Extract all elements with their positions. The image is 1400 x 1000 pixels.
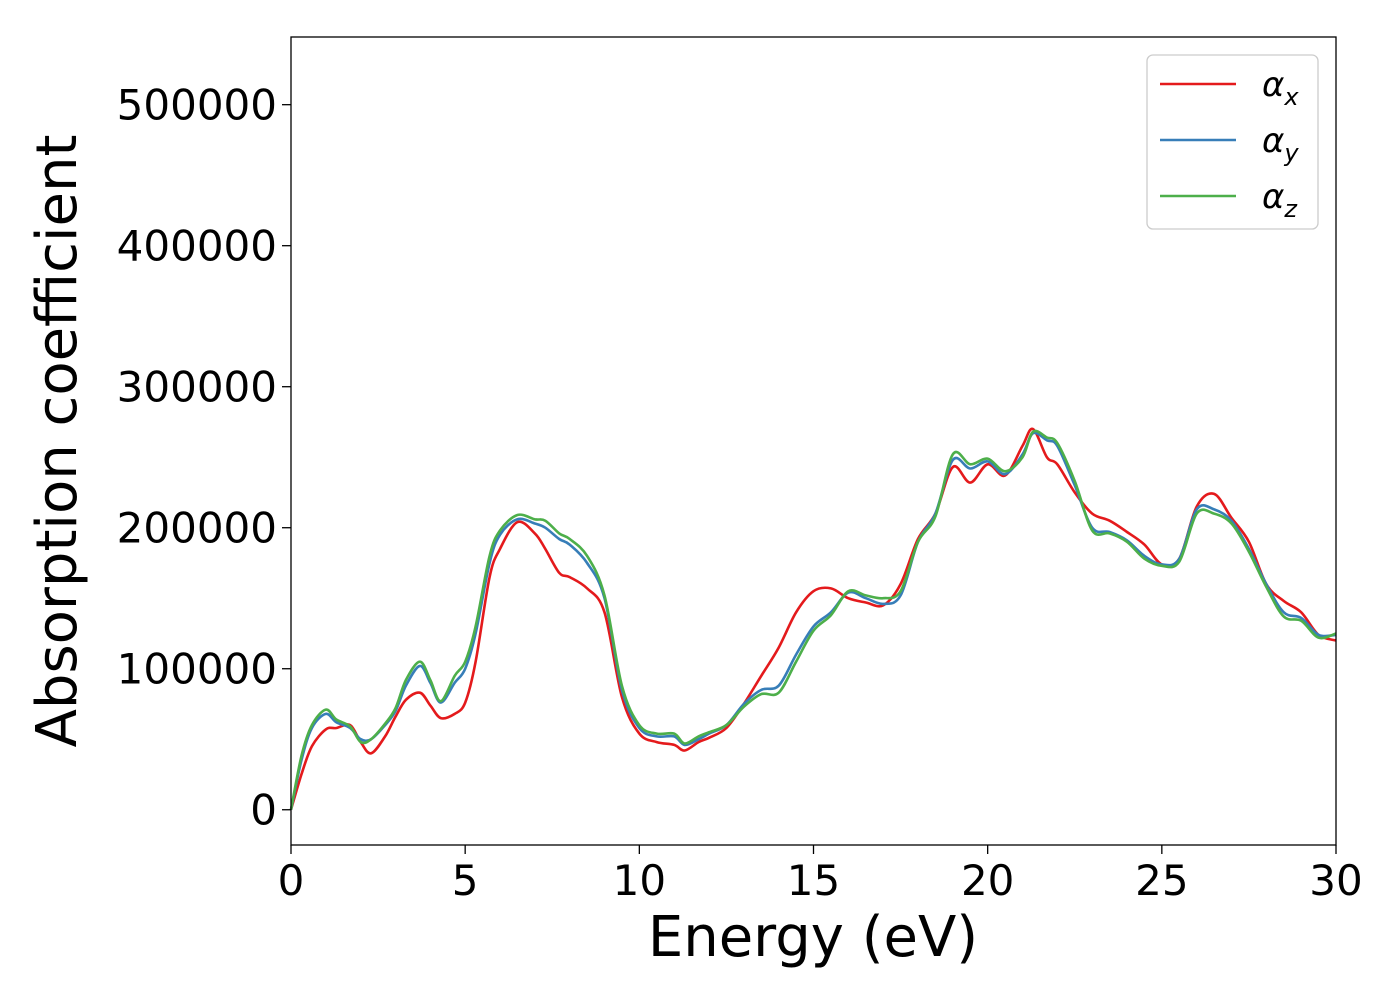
y-tick-label: 0 [250,786,277,835]
y-tick-label: 300000 [117,363,277,412]
y-tick-label: 200000 [117,504,277,553]
x-tick-label: 15 [787,856,840,905]
x-tick-label: 20 [961,856,1014,905]
legend-box [1146,54,1319,230]
series-line-z [289,429,1337,810]
x-tick-label: 10 [613,856,666,905]
legend-label-z: αz [1262,177,1298,223]
y-tick-label: 400000 [117,222,277,271]
x-tick-label: 5 [452,856,479,905]
x-axis-ticks: 0 5 10 15 20 25 30 [278,845,1363,905]
y-axis-ticks: 0 100000 200000 300000 400000 500000 [117,81,291,835]
x-axis-label: Energy (eV) [648,905,978,970]
x-tick-label: 25 [1135,856,1188,905]
x-tick-label: 0 [278,856,305,905]
y-tick-label: 500000 [117,81,277,130]
series-layer [289,427,1337,811]
x-tick-label: 30 [1309,856,1362,905]
series-line-x [289,427,1337,811]
series-line-y [289,431,1337,810]
y-tick-label: 100000 [117,645,277,694]
y-axis-label: Absorption coefficient [25,135,90,748]
